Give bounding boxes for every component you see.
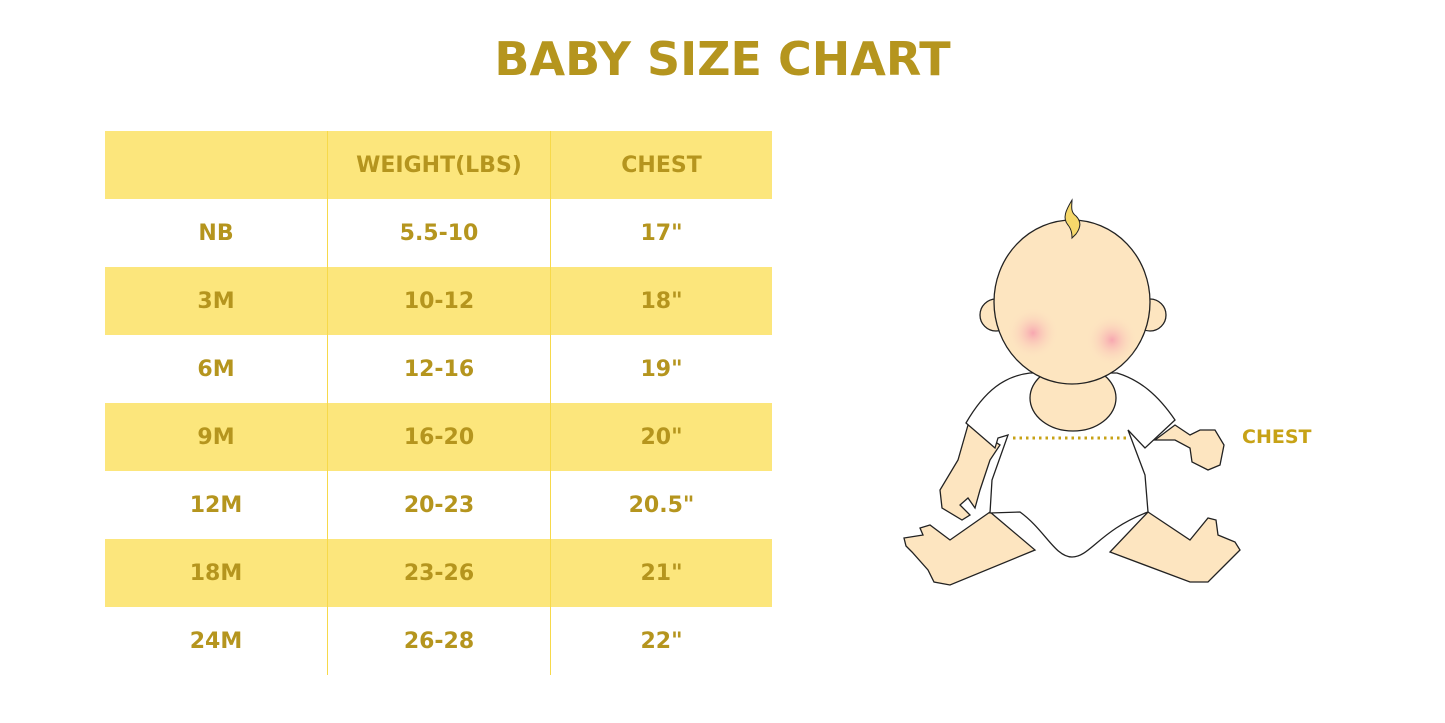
left-arm [939,423,1001,521]
page-title: BABY SIZE CHART [494,32,951,86]
table-row: 24M 26-28 22" [105,607,772,675]
size-cell: NB [198,220,234,246]
right-leg [1108,511,1241,583]
table-row: 6M 12-16 19" [105,335,772,403]
chest-cell: 18" [550,267,772,335]
left-leg [903,511,1037,586]
weight-cell: 26-28 [327,607,551,675]
left-cheek [1007,307,1059,359]
header-cell: CHEST [550,131,772,199]
header-cell: WEIGHT(LBS) [327,131,551,199]
weight-cell: 12-16 [327,335,551,403]
chest-label: CHEST [1242,426,1312,448]
weight-cell: 5.5-10 [327,199,551,267]
chest-cell: 20.5" [628,492,695,518]
chest-cell: 21" [550,539,772,607]
right-cheek [1086,314,1138,366]
size-cell: 3M [105,267,328,335]
table-row: 18M 23-26 21" [105,539,772,607]
weight-cell: 16-20 [327,403,551,471]
size-table: WEIGHT(LBS) CHEST NB 5.5-10 17" 3M 10-12 18"… [105,131,772,675]
chest-cell: 17" [640,220,683,246]
chest-cell: 20" [550,403,772,471]
baby-illustration [903,198,1241,586]
weight-cell: 23-26 [327,539,551,607]
size-cell: 24M [189,628,243,654]
size-cell: 6M [197,356,235,382]
size-cell: 12M [189,492,243,518]
weight-cell: 20-23 [327,471,551,539]
size-cell: 9M [105,403,328,471]
size-cell: 18M [105,539,328,607]
right-arm [1153,424,1225,471]
header-cell [105,131,328,199]
weight-cell: 10-12 [327,267,551,335]
chest-cell: 22" [640,628,683,654]
table-header-row: WEIGHT(LBS) CHEST [105,131,772,199]
table-row: 3M 10-12 18" [105,267,772,335]
table-row: NB 5.5-10 17" [105,199,772,267]
onesie [965,372,1176,558]
chest-cell: 19" [640,356,683,382]
table-row: 9M 16-20 20" [105,403,772,471]
table-row: 12M 20-23 20.5" [105,471,772,539]
hair-tuft [1064,198,1081,240]
